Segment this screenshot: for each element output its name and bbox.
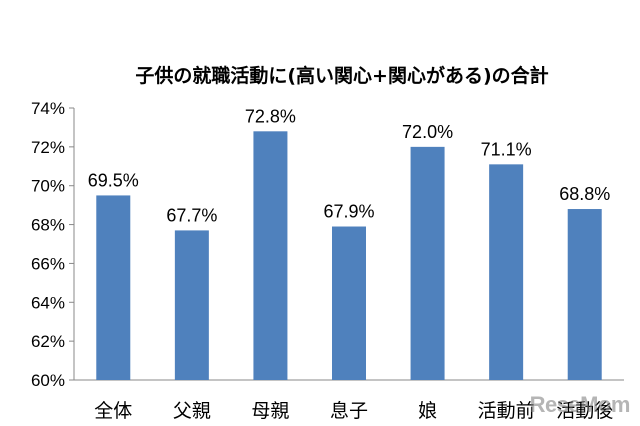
data-label: 67.9% bbox=[323, 202, 374, 222]
bar bbox=[410, 146, 445, 380]
data-label: 71.1% bbox=[481, 139, 532, 159]
data-label: 72.0% bbox=[402, 122, 453, 142]
y-tick-label: 62% bbox=[31, 332, 65, 351]
y-tick-label: 60% bbox=[31, 371, 65, 390]
data-label: 72.8% bbox=[245, 106, 296, 126]
y-tick-labels: 60% 62% 64% 66% 68% 70% 72% 74% bbox=[31, 99, 65, 390]
bar bbox=[567, 209, 602, 380]
watermark-logo: ReseMom bbox=[529, 392, 631, 417]
bar bbox=[174, 230, 209, 380]
chart-title: 子供の就職活動に(高い関心+関心がある)の合計 bbox=[135, 64, 548, 87]
x-tick-labels: 全体 父親 母親 息子 娘 活動前 活動後 bbox=[94, 400, 613, 422]
y-tick-label: 70% bbox=[31, 177, 65, 196]
x-tick-label: 母親 bbox=[251, 400, 289, 422]
bar bbox=[489, 164, 524, 380]
bar bbox=[332, 226, 366, 380]
y-tick-label: 66% bbox=[31, 254, 65, 273]
data-label: 67.7% bbox=[166, 205, 217, 225]
x-tick-label: 活動後 bbox=[556, 400, 613, 422]
bar bbox=[253, 131, 288, 380]
y-tick-label: 64% bbox=[31, 293, 65, 312]
y-tick-label: 74% bbox=[31, 99, 65, 118]
x-tick-label: 全体 bbox=[94, 400, 132, 422]
bar bbox=[96, 195, 131, 380]
x-tick-label: 活動前 bbox=[478, 400, 535, 422]
x-tick-label: 息子 bbox=[330, 400, 368, 422]
data-label: 68.8% bbox=[559, 184, 610, 204]
data-labels: 69.5% 67.7% 72.8% 67.9% 72.0% 71.1% 68.8% bbox=[88, 106, 610, 225]
y-tick-label: 68% bbox=[31, 216, 65, 235]
y-tick-label: 72% bbox=[31, 138, 65, 157]
data-label: 69.5% bbox=[88, 170, 139, 190]
bars bbox=[96, 131, 602, 380]
x-tick-label: 父親 bbox=[173, 400, 211, 422]
x-tick-label: 娘 bbox=[418, 400, 437, 422]
